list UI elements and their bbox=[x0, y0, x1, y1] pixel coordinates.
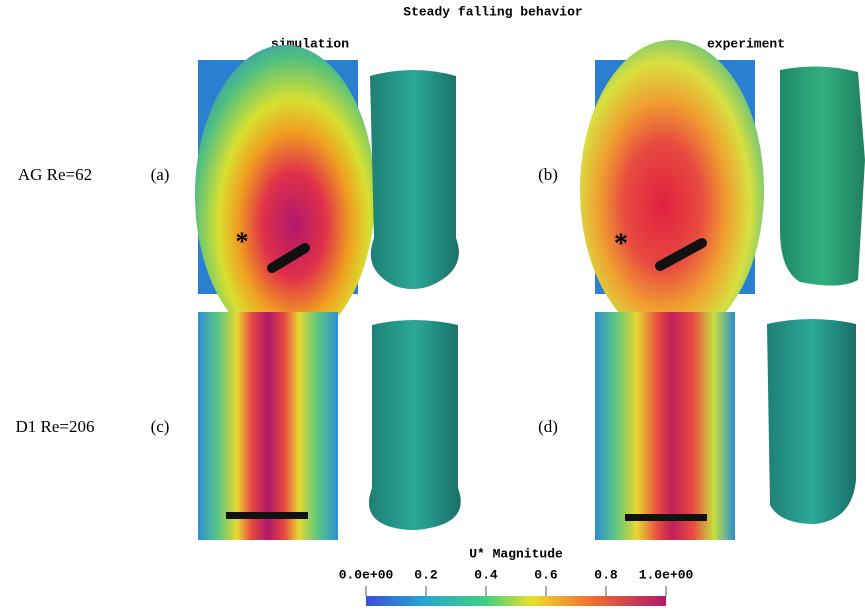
row-label: AG Re=62 bbox=[18, 165, 92, 184]
panel-label: (a) bbox=[151, 165, 170, 184]
colorbar bbox=[366, 596, 666, 606]
svg-text:*: * bbox=[236, 227, 249, 256]
colorbar-title: U* Magnitude bbox=[469, 546, 563, 561]
panel-label: (d) bbox=[538, 417, 558, 436]
colorbar-tick-label: 1.0e+00 bbox=[639, 567, 694, 582]
particle-shape bbox=[767, 319, 856, 524]
flow-field bbox=[198, 312, 338, 540]
figure: Steady falling behavior simulation exper… bbox=[0, 0, 865, 612]
colorbar-tick-label: 0.6 bbox=[534, 567, 558, 582]
column-header: experiment bbox=[707, 36, 785, 51]
colorbar-tick-label: 0.4 bbox=[474, 567, 498, 582]
panel-label: (c) bbox=[151, 417, 170, 436]
colorbar-tick-label: 0.2 bbox=[414, 567, 438, 582]
flow-field bbox=[595, 312, 735, 540]
figure-title: Steady falling behavior bbox=[403, 4, 582, 19]
flow-field: * bbox=[195, 45, 375, 345]
particle-shape bbox=[370, 70, 459, 289]
svg-text:*: * bbox=[614, 228, 628, 259]
panel-label: (b) bbox=[538, 165, 558, 184]
particle-shape bbox=[780, 66, 865, 285]
colorbar-tick-label: 0.8 bbox=[594, 567, 618, 582]
row-label: D1 Re=206 bbox=[16, 417, 95, 436]
particle-shape bbox=[369, 320, 461, 530]
colorbar-tick-label: 0.0e+00 bbox=[339, 567, 394, 582]
flow-field: * bbox=[580, 40, 764, 340]
